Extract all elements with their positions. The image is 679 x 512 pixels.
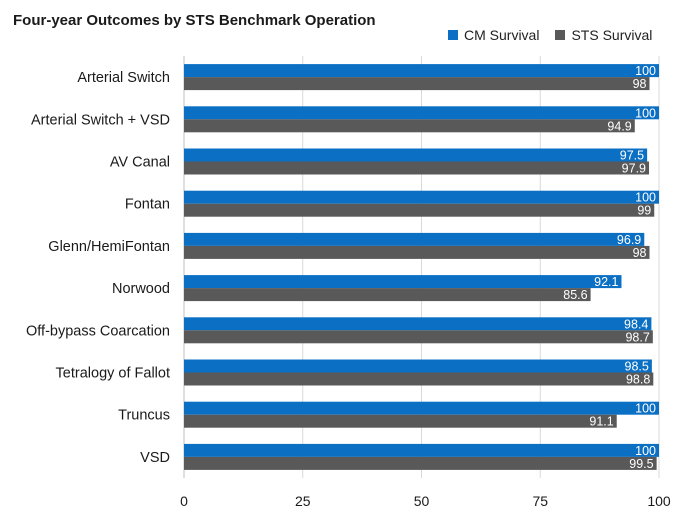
data-label-cm-survival-arterial-switch-vsd: 100 <box>635 106 656 120</box>
bar-sts-survival-vsd <box>184 456 657 470</box>
category-label-fontan: Fontan <box>125 197 170 213</box>
bar-cm-survival-arterial-switch-vsd <box>184 106 659 120</box>
x-tick-label-50: 50 <box>414 493 430 509</box>
data-label-sts-survival-off-bypass-coarcation: 98.7 <box>625 330 649 344</box>
category-label-off-bypass-coarcation: Off-bypass Coarcation <box>26 323 170 339</box>
chart-title: Four-year Outcomes by STS Benchmark Oper… <box>13 12 376 29</box>
data-label-sts-survival-arterial-switch: 98 <box>633 77 647 91</box>
data-label-sts-survival-truncus: 91.1 <box>589 415 613 429</box>
x-tick-label-0: 0 <box>180 493 188 509</box>
bar-sts-survival-fontan <box>184 203 655 217</box>
data-label-cm-survival-glenn-hemifontan: 96.9 <box>617 233 641 247</box>
data-label-sts-survival-tetralogy-of-fallot: 98.8 <box>626 373 650 387</box>
data-label-cm-survival-av-canal: 97.5 <box>620 149 644 163</box>
bar-cm-survival-truncus <box>184 401 659 415</box>
bar-cm-survival-off-bypass-coarcation <box>184 317 652 331</box>
data-label-sts-survival-norwood: 85.6 <box>563 288 587 302</box>
x-tick-label-75: 75 <box>532 493 548 509</box>
legend-item-cm-survival: CM Survival <box>448 27 539 43</box>
bar-sts-survival-off-bypass-coarcation <box>184 330 653 344</box>
category-label-vsd: VSD <box>140 450 170 466</box>
bar-cm-survival-glenn-hemifontan <box>184 232 645 246</box>
bar-sts-survival-norwood <box>184 288 591 302</box>
category-label-arterial-switch: Arterial Switch <box>77 70 170 86</box>
legend-item-sts-survival: STS Survival <box>555 27 652 43</box>
bar-cm-survival-av-canal <box>184 148 648 162</box>
bar-cm-survival-norwood <box>184 275 622 289</box>
bar-sts-survival-glenn-hemifontan <box>184 245 650 259</box>
data-label-sts-survival-glenn-hemifontan: 98 <box>633 246 647 260</box>
x-tick-label-25: 25 <box>295 493 311 509</box>
data-label-sts-survival-arterial-switch-vsd: 94.9 <box>607 119 631 133</box>
legend-label-sts-survival: STS Survival <box>571 27 653 43</box>
bar-sts-survival-arterial-switch <box>184 77 650 91</box>
legend: CM Survival STS Survival <box>448 26 668 44</box>
category-label-arterial-switch-vsd: Arterial Switch + VSD <box>31 112 170 128</box>
data-label-sts-survival-fontan: 99 <box>637 204 651 218</box>
category-label-norwood: Norwood <box>112 281 170 297</box>
data-label-cm-survival-off-bypass-coarcation: 98.4 <box>624 317 648 331</box>
legend-swatch-cm-survival <box>448 30 458 40</box>
data-label-cm-survival-vsd: 100 <box>635 444 656 458</box>
bar-sts-survival-truncus <box>184 414 617 428</box>
bar-cm-survival-fontan <box>184 190 659 204</box>
category-label-av-canal: AV Canal <box>110 155 170 171</box>
bar-sts-survival-tetralogy-of-fallot <box>184 372 654 386</box>
bar-sts-survival-av-canal <box>184 161 650 175</box>
data-label-cm-survival-norwood: 92.1 <box>594 275 618 289</box>
data-label-cm-survival-fontan: 100 <box>635 191 656 205</box>
legend-swatch-sts-survival <box>555 30 566 40</box>
bar-cm-survival-tetralogy-of-fallot <box>184 359 652 373</box>
x-tick-label-100: 100 <box>647 493 671 509</box>
data-label-cm-survival-tetralogy-of-fallot: 98.5 <box>625 360 649 374</box>
data-label-cm-survival-truncus: 100 <box>635 402 656 416</box>
bar-cm-survival-vsd <box>184 443 659 457</box>
legend-label-cm-survival: CM Survival <box>464 27 540 43</box>
data-label-sts-survival-av-canal: 97.9 <box>622 162 646 176</box>
bar-cm-survival-arterial-switch <box>184 64 659 78</box>
data-label-cm-survival-arterial-switch: 100 <box>635 64 656 78</box>
category-label-truncus: Truncus <box>118 408 170 424</box>
category-label-tetralogy-of-fallot: Tetralogy of Fallot <box>56 366 170 382</box>
category-label-glenn-hemifontan: Glenn/HemiFontan <box>48 239 170 255</box>
bar-sts-survival-arterial-switch-vsd <box>184 119 635 133</box>
data-label-sts-survival-vsd: 99.5 <box>629 457 653 471</box>
